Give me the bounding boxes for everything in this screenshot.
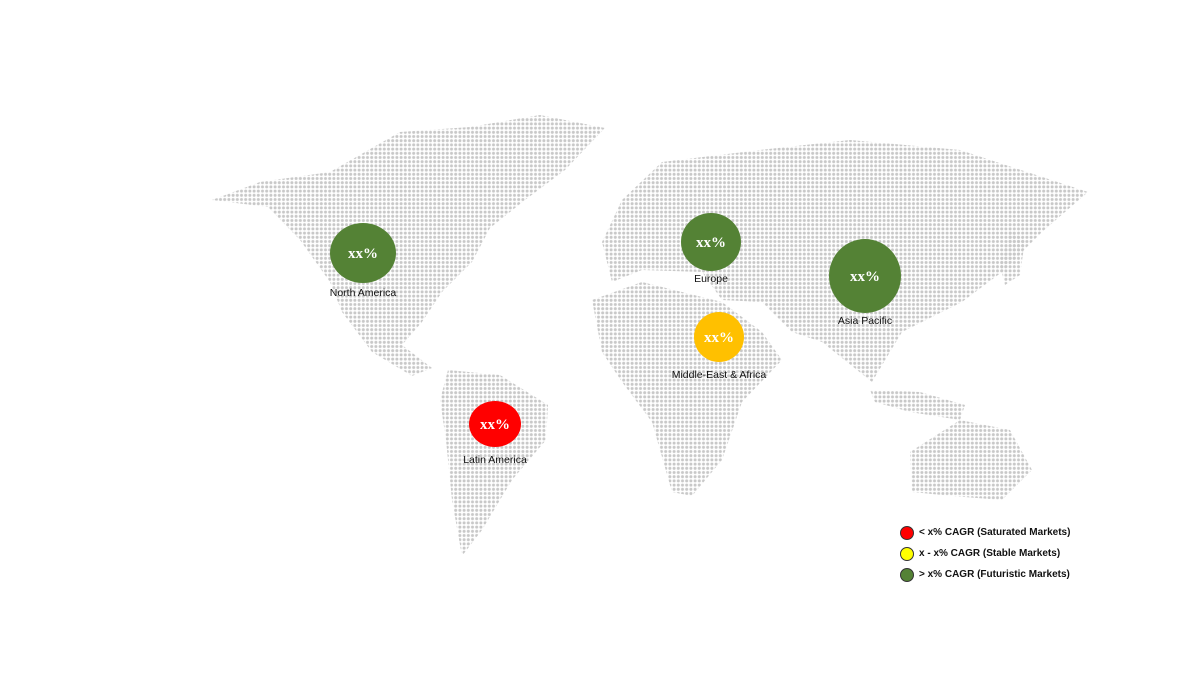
legend-label: > x% CAGR (Futuristic Markets)	[919, 569, 1070, 580]
continent-australia	[910, 420, 1032, 500]
region-label-north-america: North America	[330, 287, 397, 299]
bubble-value-europe: xx%	[696, 235, 726, 251]
green-dot-icon	[900, 567, 914, 582]
bubble-north-america	[330, 223, 396, 283]
bubble-value-middle-east-africa: xx%	[704, 330, 734, 346]
continent-south-america	[440, 370, 548, 556]
bubble-value-asia-pacific: xx%	[850, 269, 880, 285]
bubble-latin-america	[469, 401, 521, 447]
legend-item-saturated: < x% CAGR (Saturated Markets)	[900, 522, 1070, 543]
bubble-europe	[681, 213, 741, 271]
region-label-asia-pacific: Asia Pacific	[838, 315, 892, 327]
legend-item-stable: x - x% CAGR (Stable Markets)	[900, 543, 1070, 564]
region-label-middle-east-africa: Middle-East & Africa	[672, 369, 767, 381]
bubble-asia-pacific	[829, 239, 901, 313]
yellow-dot-icon	[900, 546, 914, 561]
bubble-middle-east-africa	[694, 312, 744, 362]
bubble-value-latin-america: xx%	[480, 417, 510, 433]
islands-japan	[1000, 230, 1025, 285]
legend-label: < x% CAGR (Saturated Markets)	[919, 527, 1071, 538]
region-label-europe: Europe	[694, 273, 728, 285]
region-label-latin-america: Latin America	[463, 454, 527, 466]
continent-africa	[592, 282, 782, 496]
red-dot-icon	[900, 525, 914, 540]
legend-item-futuristic: > x% CAGR (Futuristic Markets)	[900, 564, 1070, 585]
legend: < x% CAGR (Saturated Markets) x - x% CAG…	[900, 522, 1070, 585]
continent-north-america	[212, 115, 605, 376]
legend-label: x - x% CAGR (Stable Markets)	[919, 548, 1061, 559]
bubble-value-north-america: xx%	[348, 246, 378, 262]
islands-indonesia	[870, 390, 965, 420]
